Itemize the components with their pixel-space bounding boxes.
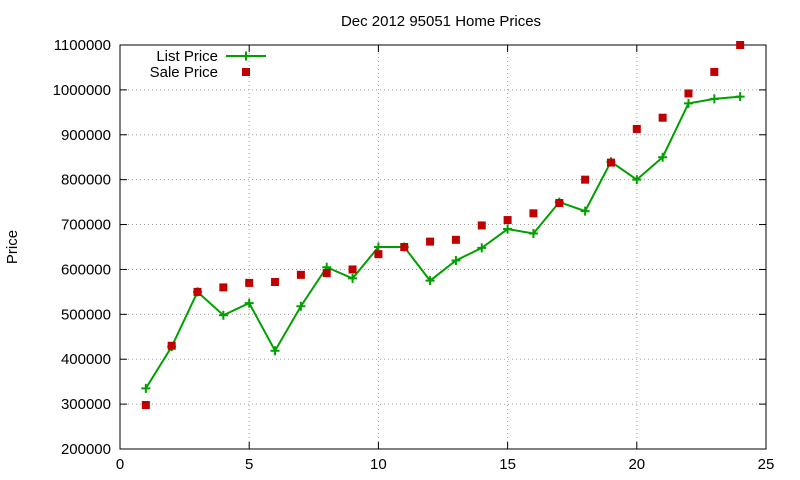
data-point — [270, 346, 280, 356]
x-tick-label: 15 — [499, 456, 516, 473]
data-point — [219, 283, 228, 292]
data-point — [348, 265, 357, 274]
chart-title: Dec 2012 95051 Home Prices — [341, 13, 541, 30]
legend-label: Sale Price — [150, 64, 218, 81]
series-1 — [141, 41, 745, 410]
data-point — [451, 235, 460, 244]
data-point — [684, 89, 693, 98]
data-point — [322, 269, 331, 278]
data-point — [580, 206, 590, 216]
legend-label: List Price — [156, 48, 218, 65]
data-point — [581, 175, 590, 184]
data-point — [735, 92, 745, 102]
data-point — [167, 341, 176, 350]
data-point — [477, 221, 486, 230]
data-point — [296, 301, 306, 311]
data-point — [632, 124, 641, 133]
data-point — [632, 175, 642, 185]
y-tick-label: 300000 — [61, 396, 111, 413]
data-point — [193, 287, 202, 296]
data-point — [141, 401, 150, 410]
x-tick-label: 20 — [628, 456, 645, 473]
series-0 — [141, 92, 745, 393]
y-tick-label: 1000000 — [53, 82, 111, 99]
series — [141, 41, 745, 410]
data-point — [451, 255, 461, 265]
x-tick-label: 25 — [758, 456, 775, 473]
grid — [120, 45, 766, 449]
data-point — [555, 199, 564, 208]
data-point — [373, 242, 383, 252]
data-point — [296, 270, 305, 279]
data-point — [709, 94, 719, 104]
series-line — [144, 95, 741, 389]
data-point — [426, 237, 435, 246]
y-tick-label: 500000 — [61, 306, 111, 323]
x-tick-label: 0 — [116, 456, 124, 473]
data-point — [736, 41, 745, 49]
data-point — [374, 250, 383, 259]
y-tick-label: 1100000 — [54, 37, 111, 54]
data-point — [710, 67, 719, 76]
data-point — [271, 278, 280, 287]
y-tick-label: 600000 — [61, 261, 111, 278]
legend-swatch-marker — [242, 68, 250, 76]
y-tick-label: 200000 — [61, 441, 111, 458]
data-point — [658, 113, 667, 122]
y-tick-label: 400000 — [61, 351, 111, 368]
y-tick-label: 700000 — [61, 217, 111, 234]
x-tick-label: 10 — [370, 456, 387, 473]
y-tick-label: 900000 — [61, 127, 111, 144]
data-point — [477, 243, 487, 253]
data-point — [348, 273, 358, 283]
data-point — [244, 298, 254, 308]
data-point — [529, 209, 538, 218]
y-axis-label: Price — [4, 230, 21, 264]
data-point — [425, 276, 435, 286]
data-point — [528, 229, 538, 239]
data-point — [503, 216, 512, 225]
data-point — [245, 278, 254, 287]
y-tick-label: 800000 — [61, 172, 111, 189]
legend-swatch-marker — [241, 51, 251, 61]
data-point — [141, 383, 151, 393]
data-point — [606, 158, 615, 167]
data-point — [683, 98, 693, 108]
x-tick-label: 5 — [245, 456, 253, 473]
data-point — [218, 310, 228, 320]
data-point — [503, 224, 513, 234]
axis-ticks: 200000 300000 400000 500000 600000 700000 8000… — [53, 37, 775, 473]
plot-frame — [119, 44, 767, 450]
data-point — [400, 243, 409, 251]
data-point — [658, 152, 668, 162]
